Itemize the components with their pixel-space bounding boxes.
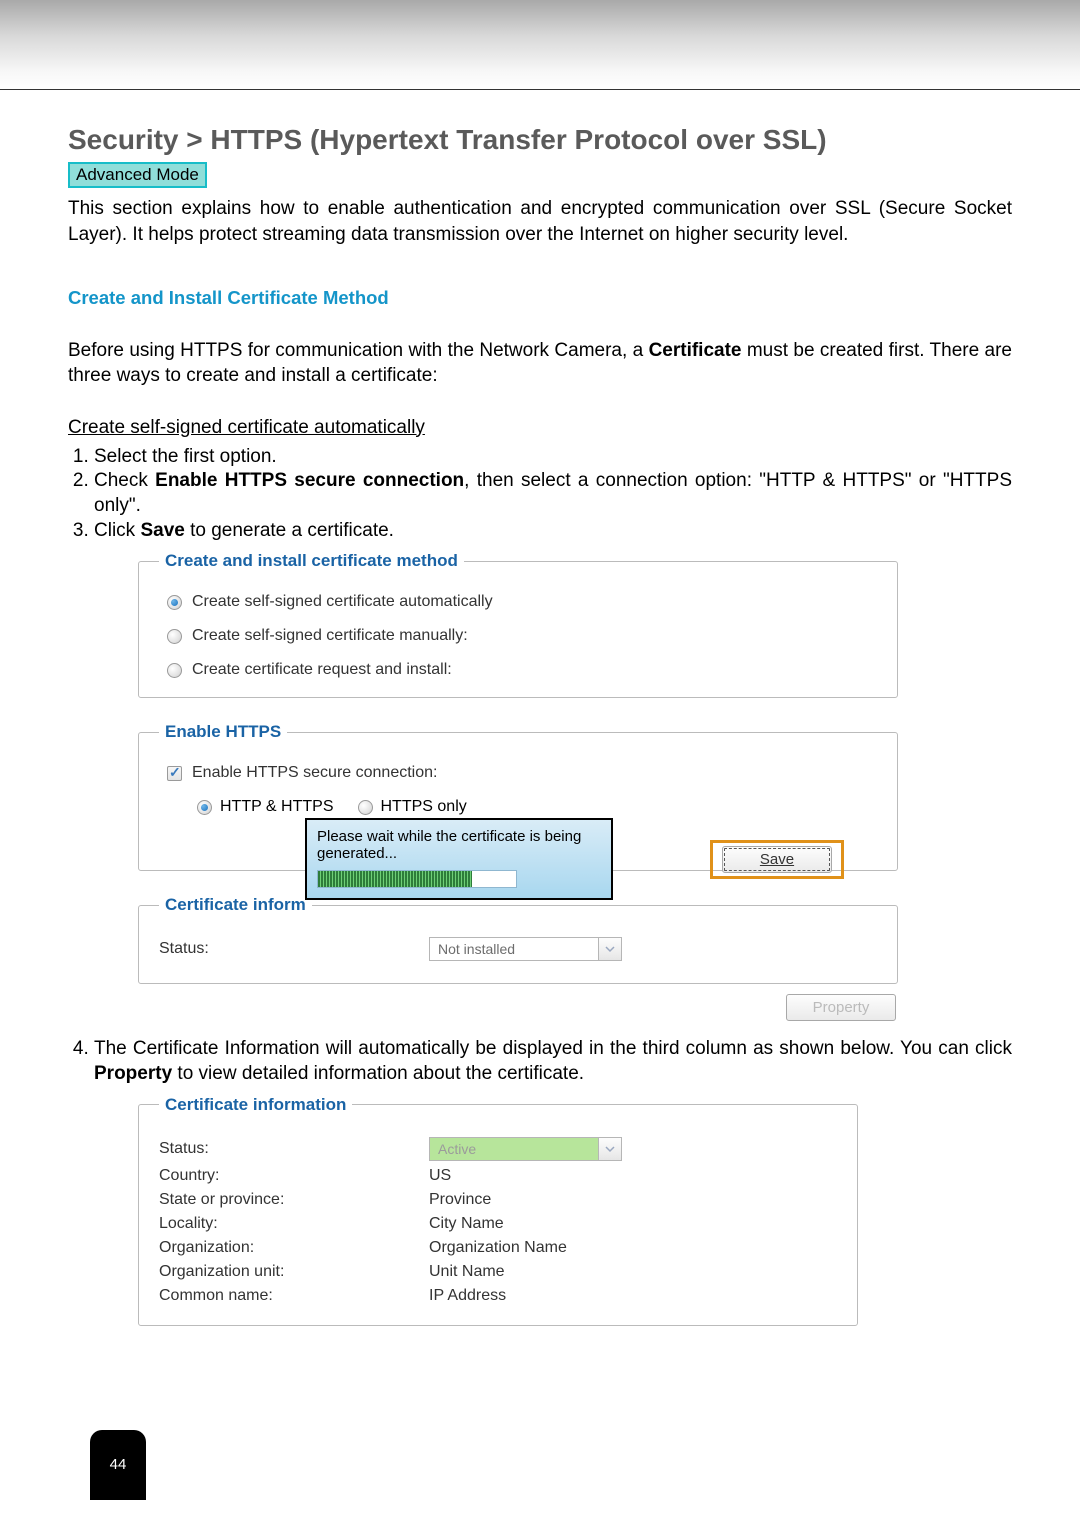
enable-https-check-row[interactable]: Enable HTTPS secure connection: <box>167 764 877 782</box>
cert-opt-auto-row[interactable]: Create self-signed certificate automatic… <box>167 593 877 611</box>
cert-opt-request-label: Create certificate request and install: <box>192 661 452 679</box>
auto-cert-title: Create self-signed certificate automatic… <box>68 417 1012 439</box>
cert-info-legend-1: Certificate inform <box>159 895 312 915</box>
progress-bar <box>317 870 517 888</box>
generating-popup: Please wait while the certificate is bei… <box>305 818 613 900</box>
kv-value: US <box>429 1167 451 1185</box>
cert-info-fieldset-2: Certificate information Status: Active C… <box>138 1095 858 1326</box>
kv-value: Organization Name <box>429 1239 567 1257</box>
kv-row-status: Status: Active <box>159 1137 837 1161</box>
generating-popup-text: Please wait while the certificate is bei… <box>317 828 601 862</box>
connection-options-row: HTTP & HTTPS HTTPS only <box>197 798 877 816</box>
radio-checked-icon[interactable] <box>197 800 212 815</box>
steps-list-1: Select the first option. Check Enable HT… <box>68 445 1012 544</box>
kv-value: IP Address <box>429 1287 506 1305</box>
chevron-down-icon[interactable] <box>598 937 622 961</box>
kv-value: Province <box>429 1191 491 1209</box>
radio-checked-icon[interactable] <box>167 595 182 610</box>
enable-https-legend: Enable HTTPS <box>159 722 287 742</box>
kv-row-state: State or province: Province <box>159 1191 837 1209</box>
chevron-down-icon[interactable] <box>598 1137 622 1161</box>
radio-icon[interactable] <box>167 663 182 678</box>
kv-key: Common name: <box>159 1287 429 1305</box>
cert-method-legend: Create and install certificate method <box>159 551 464 571</box>
kv-key: Locality: <box>159 1215 429 1233</box>
status-value-active: Active <box>429 1137 599 1161</box>
step-4-pre: The Certificate Information will automat… <box>94 1038 1012 1059</box>
step-3-pre: Click <box>94 520 140 541</box>
conn-https-only-label: HTTPS only <box>381 798 467 816</box>
kv-key: Organization: <box>159 1239 429 1257</box>
step-4-bold: Property <box>94 1063 172 1084</box>
cert-opt-request-row[interactable]: Create certificate request and install: <box>167 661 877 679</box>
section-subheading: Create and Install Certificate Method <box>68 287 1012 309</box>
before-text-pre: Before using HTTPS for communication wit… <box>68 340 649 361</box>
page-footer: 44 <box>0 1380 1080 1500</box>
step-2-pre: Check <box>94 470 155 491</box>
ui-screenshot-block-2: Certificate information Status: Active C… <box>138 1095 858 1326</box>
page-title: Security > HTTPS (Hypertext Transfer Pro… <box>68 124 1012 156</box>
step-3: Click Save to generate a certificate. <box>94 519 1012 544</box>
cert-info-fieldset-1: Certificate inform Status: Not installed <box>138 895 898 984</box>
kv-key: Status: <box>159 1140 429 1158</box>
steps-list-2: The Certificate Information will automat… <box>68 1037 1012 1086</box>
kv-key: Country: <box>159 1167 429 1185</box>
step-3-bold: Save <box>140 520 184 541</box>
page-number-tab: 44 <box>90 1430 146 1500</box>
step-1: Select the first option. <box>94 445 1012 470</box>
cert-opt-auto-label: Create self-signed certificate automatic… <box>192 593 493 611</box>
kv-row-organization: Organization: Organization Name <box>159 1239 837 1257</box>
save-highlight-box: Save <box>710 840 844 879</box>
cert-opt-manual-label: Create self-signed certificate manually: <box>192 627 468 645</box>
step-4-post: to view detailed information about the c… <box>172 1063 584 1084</box>
status-label-1: Status: <box>159 940 429 958</box>
step-2-bold: Enable HTTPS secure connection <box>155 470 464 491</box>
kv-row-common-name: Common name: IP Address <box>159 1287 837 1305</box>
progress-fill <box>318 871 472 887</box>
enable-https-check-label: Enable HTTPS secure connection: <box>192 764 437 782</box>
before-text-bold: Certificate <box>649 340 742 361</box>
kv-key: State or province: <box>159 1191 429 1209</box>
cert-opt-manual-row[interactable]: Create self-signed certificate manually: <box>167 627 877 645</box>
cert-info-legend-2: Certificate information <box>159 1095 352 1115</box>
kv-row-locality: Locality: City Name <box>159 1215 837 1233</box>
before-text: Before using HTTPS for communication wit… <box>68 339 1012 388</box>
checkbox-checked-icon[interactable] <box>167 766 182 781</box>
kv-row-country: Country: US <box>159 1167 837 1185</box>
kv-value: City Name <box>429 1215 504 1233</box>
kv-value: Unit Name <box>429 1263 505 1281</box>
intro-paragraph: This section explains how to enable auth… <box>68 196 1012 247</box>
status-row-1: Status: Not installed <box>159 937 877 961</box>
page-top-gradient <box>0 0 1080 90</box>
conn-http-https-label: HTTP & HTTPS <box>220 798 334 816</box>
ui-screenshot-block-1: Create and install certificate method Cr… <box>138 551 898 1021</box>
status-value-1: Not installed <box>429 937 599 961</box>
cert-method-fieldset: Create and install certificate method Cr… <box>138 551 898 698</box>
kv-row-org-unit: Organization unit: Unit Name <box>159 1263 837 1281</box>
step-4: The Certificate Information will automat… <box>94 1037 1012 1086</box>
radio-icon[interactable] <box>167 629 182 644</box>
step-3-post: to generate a certificate. <box>185 520 394 541</box>
save-button[interactable]: Save <box>722 846 832 873</box>
mode-badge: Advanced Mode <box>68 162 207 188</box>
step-2: Check Enable HTTPS secure connection, th… <box>94 469 1012 518</box>
radio-icon[interactable] <box>358 800 373 815</box>
property-button-disabled: Property <box>786 994 896 1021</box>
kv-key: Organization unit: <box>159 1263 429 1281</box>
